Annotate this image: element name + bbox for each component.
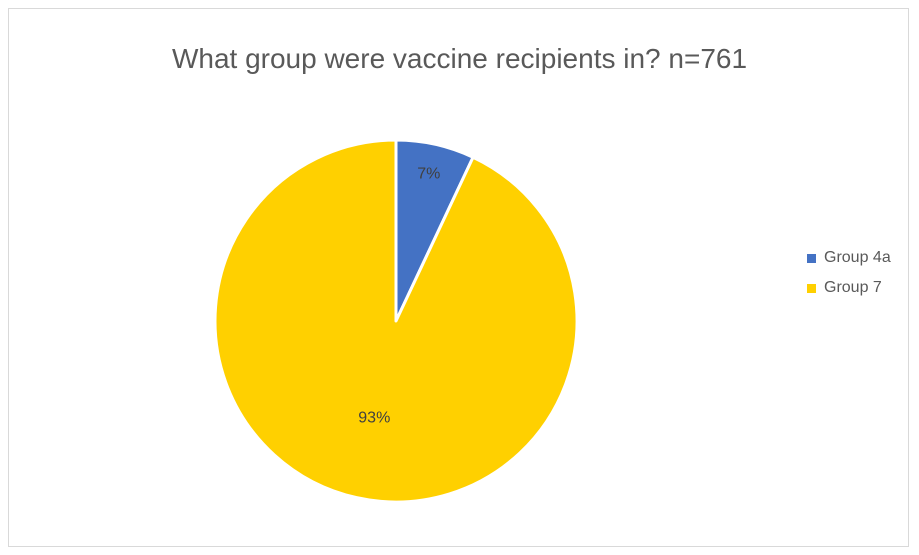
pie-slice-group-7 bbox=[213, 138, 579, 504]
legend-label: Group 4a bbox=[824, 249, 891, 266]
data-label-group-7: 93% bbox=[358, 409, 390, 426]
legend-item-group-4a: Group 4a bbox=[807, 243, 891, 273]
legend-label: Group 7 bbox=[824, 279, 882, 296]
legend-swatch bbox=[807, 283, 816, 293]
legend-swatch bbox=[807, 253, 816, 263]
chart-area: What group were vaccine recipients in? n… bbox=[8, 8, 909, 547]
pie-chart: 7% 93% bbox=[213, 138, 579, 504]
data-label-group-4a: 7% bbox=[417, 166, 440, 183]
legend-item-group-7: Group 7 bbox=[807, 273, 891, 303]
chart-title: What group were vaccine recipients in? n… bbox=[171, 43, 748, 74]
legend: Group 4a Group 7 bbox=[807, 243, 891, 303]
